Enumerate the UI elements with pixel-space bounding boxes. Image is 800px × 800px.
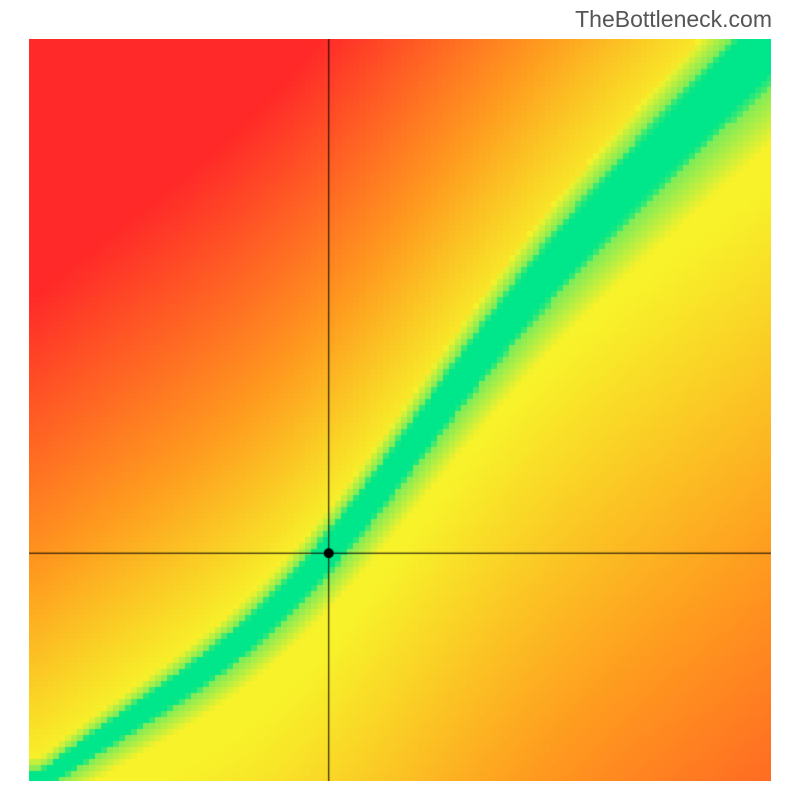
watermark-text: TheBottleneck.com	[575, 6, 772, 33]
chart-frame	[29, 39, 771, 781]
chart-container: TheBottleneck.com	[0, 0, 800, 800]
heatmap-canvas	[29, 39, 771, 781]
